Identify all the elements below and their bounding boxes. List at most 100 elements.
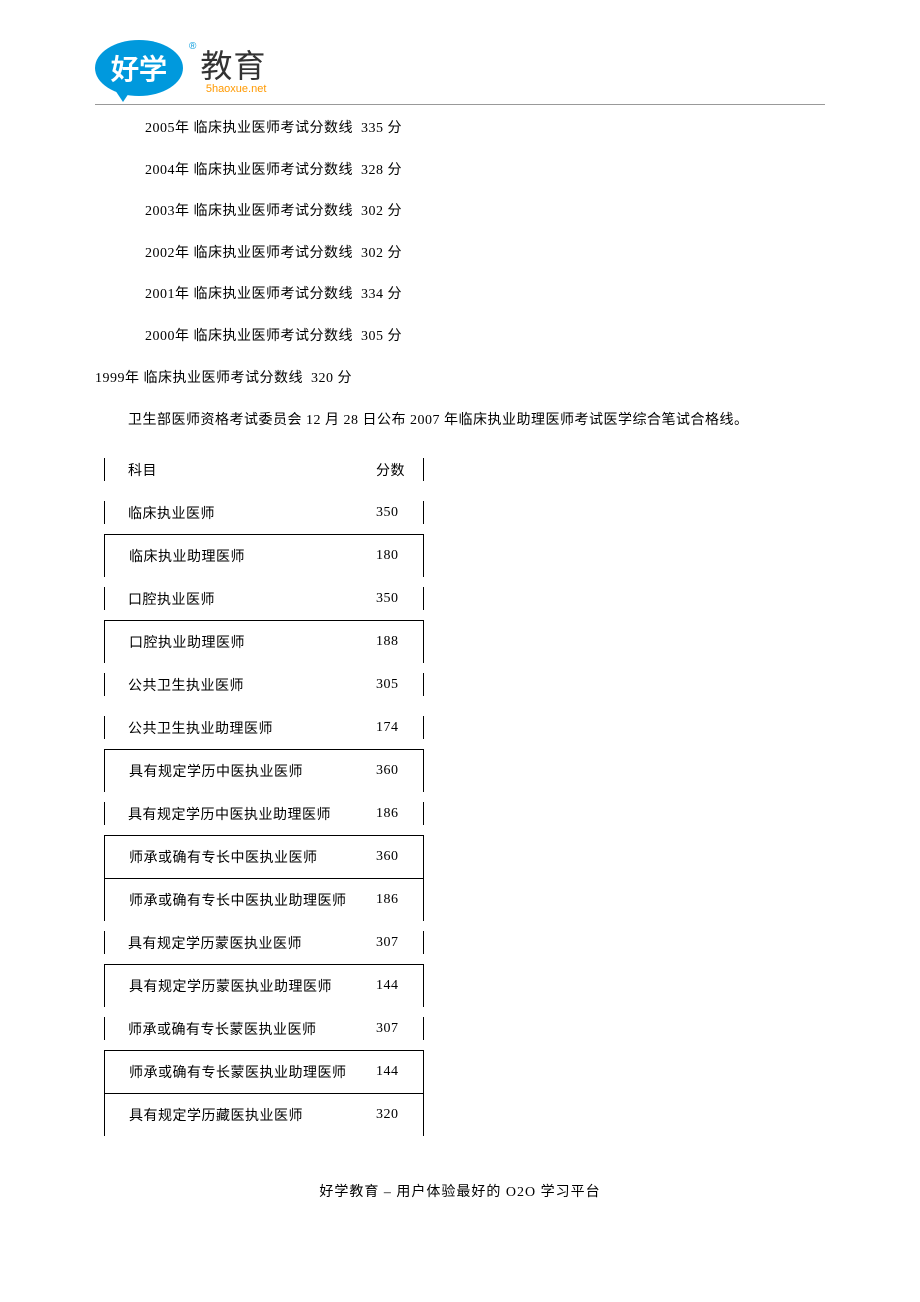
table-row: 具有规定学历中医执业医师360 (104, 749, 825, 792)
logo-bubble-text: 好学 (111, 48, 167, 88)
row-subject: 具有规定学历中医执业医师 (104, 749, 376, 792)
row-subject: 具有规定学历蒙医执业助理医师 (104, 964, 376, 1007)
score-line: 2003年 临床执业医师考试分数线 302 分 (145, 202, 825, 222)
year-value: 2001 (145, 287, 175, 302)
row-subject: 公共卫生执业助理医师 (104, 706, 376, 749)
year-unit: 年 (175, 204, 190, 219)
table-row: 师承或确有专长蒙医执业医师307 (104, 1007, 825, 1050)
year-value: 2002 (145, 246, 175, 261)
year-unit: 年 (175, 246, 190, 261)
year-unit: 年 (125, 371, 140, 386)
row-subject: 师承或确有专长蒙医执业医师 (104, 1007, 376, 1050)
score-unit: 分 (338, 371, 353, 386)
row-subject: 口腔执业助理医师 (104, 620, 376, 663)
historical-score-lines: 2005年 临床执业医师考试分数线 335 分2004年 临床执业医师考试分数线… (95, 119, 825, 347)
year-1999: 1999 (95, 371, 125, 386)
score-value: 328 (361, 163, 384, 178)
table-row: 师承或确有专长中医执业助理医师186 (104, 878, 825, 921)
score-unit: 分 (388, 329, 403, 344)
score-table: 科目 分数 临床执业医师350临床执业助理医师180口腔执业医师350口腔执业助… (104, 448, 825, 1136)
year-value: 2004 (145, 163, 175, 178)
row-subject: 师承或确有专长中医执业助理医师 (104, 878, 376, 921)
table-row: 具有规定学历中医执业助理医师186 (104, 792, 825, 835)
score-value: 305 (361, 329, 384, 344)
table-row: 临床执业助理医师180 (104, 534, 825, 577)
score-value: 335 (361, 121, 384, 136)
page-content: 好学 ® 教育 5haoxue.net 2005年 临床执业医师考试分数线 33… (0, 0, 920, 1231)
row-score: 144 (376, 1050, 424, 1093)
row-score: 307 (376, 921, 424, 964)
year-value: 2000 (145, 329, 175, 344)
row-score: 360 (376, 749, 424, 792)
footer-text: 好学教育 – 用户体验最好的 O2O 学习平台 (95, 1181, 825, 1201)
score-1999: 320 (311, 371, 334, 386)
table-row: 具有规定学历蒙医执业医师307 (104, 921, 825, 964)
score-line: 2005年 临床执业医师考试分数线 335 分 (145, 119, 825, 139)
year-unit: 年 (175, 329, 190, 344)
score-line: 2004年 临床执业医师考试分数线 328 分 (145, 161, 825, 181)
header-score: 分数 (376, 448, 424, 491)
table-row: 具有规定学历藏医执业医师320 (104, 1093, 825, 1136)
logo-reg-mark: ® (189, 41, 196, 52)
logo-bubble: 好学 (95, 40, 183, 96)
logo-box: 好学 ® 教育 5haoxue.net (95, 40, 266, 96)
line-label: 临床执业医师考试分数线 (194, 204, 354, 219)
score-value: 334 (361, 287, 384, 302)
intro-paragraph: 卫生部医师资格考试委员会 12 月 28 日公布 2007 年临床执业助理医师考… (104, 410, 825, 431)
row-score: 305 (376, 663, 424, 706)
line-label: 临床执业医师考试分数线 (194, 163, 354, 178)
row-subject: 公共卫生执业医师 (104, 663, 376, 706)
line-label: 临床执业医师考试分数线 (194, 121, 354, 136)
row-score: 180 (376, 534, 424, 577)
table-row: 口腔执业助理医师188 (104, 620, 825, 663)
table-row: 临床执业医师350 (104, 491, 825, 534)
table-body: 临床执业医师350临床执业助理医师180口腔执业医师350口腔执业助理医师188… (104, 491, 825, 1136)
row-score: 320 (376, 1093, 424, 1136)
year-unit: 年 (175, 287, 190, 302)
table-row: 师承或确有专长中医执业医师360 (104, 835, 825, 878)
score-unit: 分 (388, 246, 403, 261)
table-row: 具有规定学历蒙医执业助理医师144 (104, 964, 825, 1007)
score-unit: 分 (388, 121, 403, 136)
row-score: 307 (376, 1007, 424, 1050)
row-score: 360 (376, 835, 424, 878)
line-label: 临床执业医师考试分数线 (194, 246, 354, 261)
score-unit: 分 (388, 163, 403, 178)
row-score: 188 (376, 620, 424, 663)
row-subject: 临床执业医师 (104, 491, 376, 534)
label-1999: 临床执业医师考试分数线 (144, 371, 304, 386)
year-value: 2005 (145, 121, 175, 136)
table-header-row: 科目 分数 (104, 448, 825, 491)
score-value: 302 (361, 246, 384, 261)
logo-right: ® 教育 5haoxue.net (189, 41, 266, 95)
logo-subtext: 5haoxue.net (189, 83, 266, 95)
logo-right-text: 教育 (200, 48, 266, 84)
line-label: 临床执业医师考试分数线 (194, 287, 354, 302)
row-subject: 师承或确有专长蒙医执业助理医师 (104, 1050, 376, 1093)
year-unit: 年 (175, 121, 190, 136)
row-subject: 具有规定学历中医执业助理医师 (104, 792, 376, 835)
row-subject: 具有规定学历藏医执业医师 (104, 1093, 376, 1136)
header-subject: 科目 (104, 448, 376, 491)
score-line-1999: 1999年 临床执业医师考试分数线 320 分 (95, 369, 825, 389)
score-value: 302 (361, 204, 384, 219)
row-score: 186 (376, 878, 424, 921)
line-label: 临床执业医师考试分数线 (194, 329, 354, 344)
logo-container: 好学 ® 教育 5haoxue.net (95, 40, 266, 96)
score-unit: 分 (388, 204, 403, 219)
table-row: 公共卫生执业医师305 (104, 663, 825, 706)
row-subject: 师承或确有专长中医执业医师 (104, 835, 376, 878)
row-subject: 具有规定学历蒙医执业医师 (104, 921, 376, 964)
score-line: 2001年 临床执业医师考试分数线 334 分 (145, 285, 825, 305)
year-value: 2003 (145, 204, 175, 219)
row-score: 186 (376, 792, 424, 835)
row-score: 350 (376, 491, 424, 534)
score-line: 2002年 临床执业医师考试分数线 302 分 (145, 244, 825, 264)
table-row: 口腔执业医师350 (104, 577, 825, 620)
row-subject: 口腔执业医师 (104, 577, 376, 620)
year-unit: 年 (175, 163, 190, 178)
table-row: 师承或确有专长蒙医执业助理医师144 (104, 1050, 825, 1093)
row-score: 144 (376, 964, 424, 1007)
row-score: 350 (376, 577, 424, 620)
score-unit: 分 (388, 287, 403, 302)
